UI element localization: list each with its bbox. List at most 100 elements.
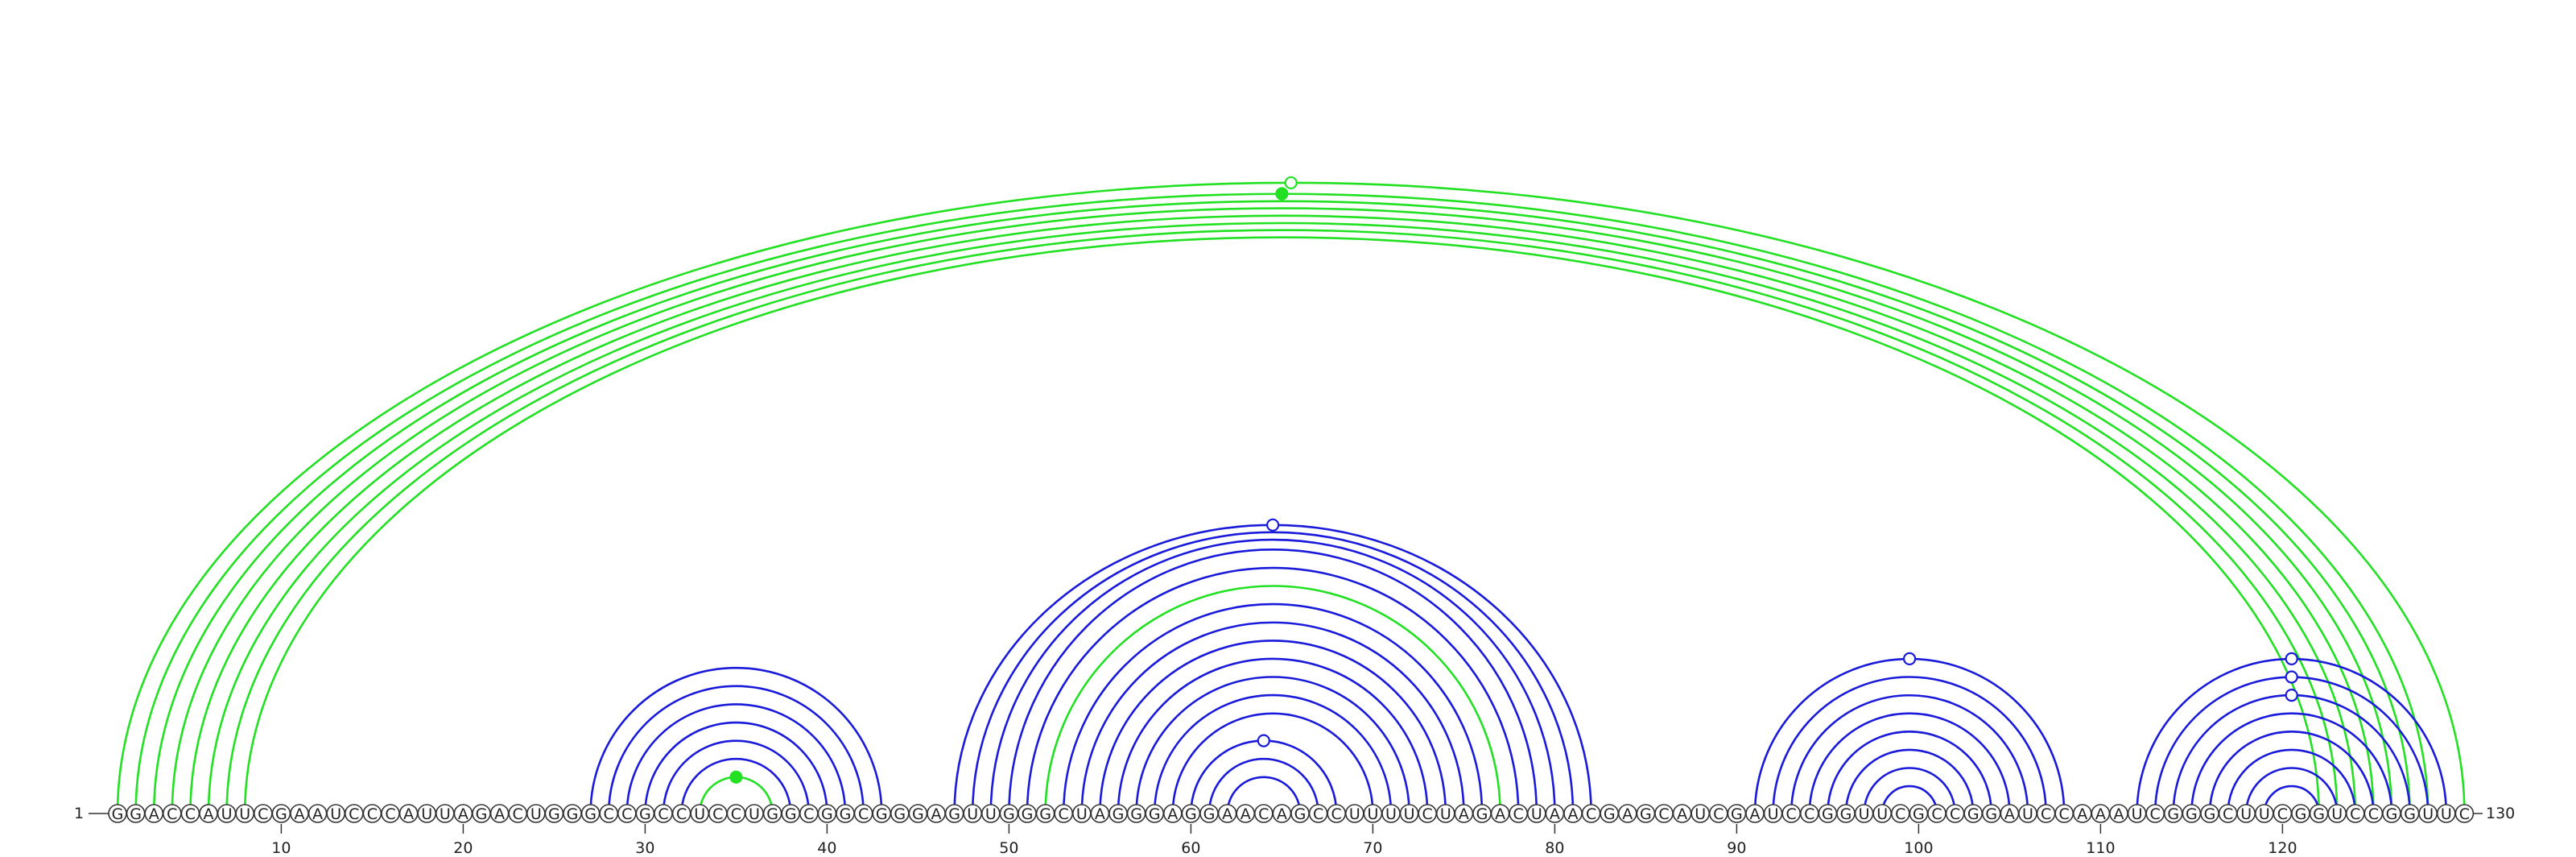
nucleotide-letter: A (1222, 805, 1232, 823)
position-axis: 10 20 30 40 50 60 70 80 90 100 110 120 (271, 824, 2297, 857)
nucleotide: C (253, 804, 273, 823)
arc-marker (1257, 734, 1270, 747)
nucleotide-letter: C (1331, 805, 1342, 823)
nucleotide: U (1872, 804, 1892, 823)
nucleotide: G (1909, 804, 1929, 823)
base-pair-arc (680, 757, 792, 814)
nucleotide-letter: U (1695, 805, 1706, 823)
nucleotide-letter: G (1967, 805, 1979, 823)
nucleotide-letter: G (1604, 805, 1616, 823)
base-pair-arc (1062, 602, 1484, 814)
nucleotide: G (2291, 804, 2310, 823)
nucleotide: A (144, 804, 163, 823)
nucleotide: A (1236, 804, 1255, 823)
nucleotide-letter: G (1731, 805, 1743, 823)
nucleotide: G (2382, 804, 2401, 823)
nucleotide-letter: C (658, 805, 668, 823)
base-pair-arc (989, 538, 1556, 814)
nucleotide-letter: U (2331, 805, 2343, 823)
nucleotide: U (2018, 804, 2037, 823)
nucleotide-letter: G (2404, 805, 2416, 823)
nucleotide-letter: U (1404, 805, 1415, 823)
nucleotide: A (1672, 804, 1692, 823)
nucleotide: G (635, 804, 655, 823)
base-pair-arc (1880, 785, 1938, 814)
position-label: 60 (1181, 839, 1200, 857)
base-pair-arc (1135, 676, 1410, 814)
nucleotide: G (580, 804, 601, 823)
position-label: 50 (999, 839, 1018, 857)
nucleotide-letter: U (2422, 805, 2434, 823)
nucleotide-letter: A (931, 805, 942, 823)
nucleotide-letter: U (1385, 805, 1397, 823)
nucleotide: G (817, 804, 837, 823)
nucleotide: C (2218, 804, 2238, 823)
nucleotide-letter: G (785, 805, 797, 823)
nucleotide: G (1727, 804, 1747, 823)
nucleotide: U (1363, 804, 1383, 823)
base-pair-arc (1208, 757, 1319, 814)
nucleotide-letter: U (530, 805, 542, 823)
nucleotide: A (1490, 804, 1510, 823)
nucleotide: G (1145, 804, 1164, 823)
nucleotide: C (654, 804, 673, 823)
position-label: 30 (635, 839, 654, 857)
nucleotide-letter: C (803, 805, 814, 823)
nucleotide: U (1527, 804, 1546, 823)
nucleotide: G (1836, 804, 1856, 823)
position-label: 70 (1363, 839, 1382, 857)
nucleotide-letter: G (894, 805, 906, 823)
nucleotide: C (1581, 804, 1601, 823)
nucleotide-letter: U (967, 805, 978, 823)
nucleotide: C (2346, 804, 2365, 823)
nucleotide-letter: C (2150, 805, 2161, 823)
nucleotide-letter: A (1095, 805, 1105, 823)
nucleotide-letter: C (1931, 805, 1942, 823)
nucleotide: A (1090, 804, 1110, 823)
nucleotide: C (2036, 804, 2056, 823)
nucleotide: U (326, 804, 346, 823)
nucleotide: C (1054, 804, 1073, 823)
nucleotide-letter: G (1840, 805, 1852, 823)
base-pair-arc (1808, 712, 2011, 814)
base-pair-arc (2227, 748, 2357, 814)
nucleotide-letter: C (2459, 805, 2470, 823)
nucleotide: C (1509, 804, 1528, 823)
nucleotide: U (2127, 804, 2147, 823)
nucleotide-letter: U (2240, 805, 2252, 823)
nucleotide: G (836, 804, 855, 823)
nucleotide: U (690, 804, 710, 823)
nucleotide-letter: G (1039, 805, 1051, 823)
base-pair-arc (971, 531, 1575, 814)
nucleotide-letter: G (2204, 805, 2216, 823)
nucleotide-letter: A (1750, 805, 1761, 823)
arc-marker (2285, 652, 2298, 666)
position-label: 10 (271, 839, 291, 857)
nucleotide-letter: C (2223, 805, 2233, 823)
arc-marker (729, 770, 743, 784)
nucleotide-letter: G (1294, 805, 1307, 823)
nucleotide-letter: U (330, 805, 341, 823)
nucleotide: C (1327, 804, 1346, 823)
nucleotide-letter: U (1349, 805, 1360, 823)
nucleotide: U (217, 804, 237, 823)
nucleotide-letter: U (2132, 805, 2143, 823)
nucleotide: G (2164, 804, 2183, 823)
nucleotide: C (180, 804, 200, 823)
base-pair-arc (2190, 712, 2393, 814)
nucleotide-letter: G (476, 805, 488, 823)
nucleotide-letter: U (694, 805, 705, 823)
base-pair-arc (1117, 657, 1429, 814)
nucleotide: A (453, 804, 473, 823)
nucleotide: U (1072, 804, 1092, 823)
nucleotide-letter: C (1422, 805, 1433, 823)
nucleotide: A (199, 804, 218, 823)
nucleotide-letter: G (912, 805, 924, 823)
arc-markers (729, 176, 2298, 784)
nucleotide: U (435, 804, 455, 823)
nucleotide-letter: U (1440, 805, 1451, 823)
nucleotide-letter: A (149, 805, 159, 823)
nucleotide: U (745, 804, 764, 823)
base-pair-arc (225, 229, 2339, 814)
